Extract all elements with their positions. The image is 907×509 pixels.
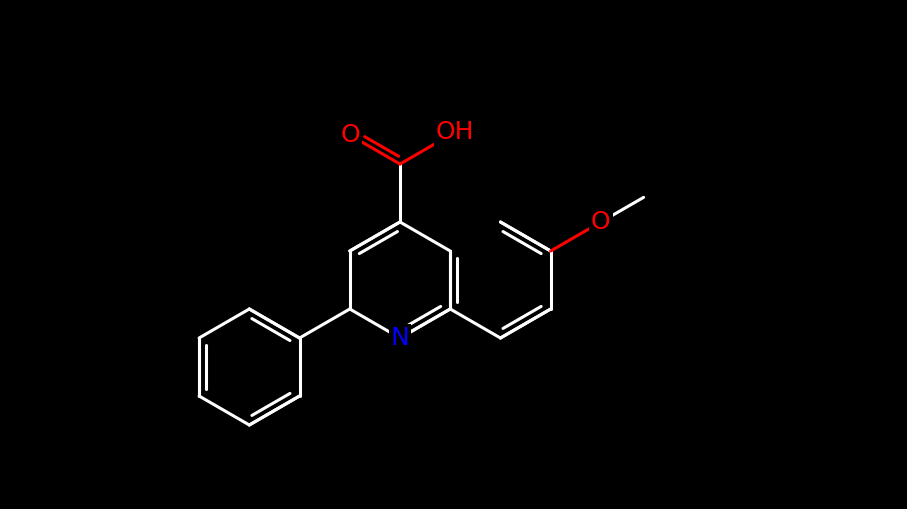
Text: O: O bbox=[591, 210, 610, 234]
Text: OH: OH bbox=[435, 120, 474, 145]
Text: O: O bbox=[340, 123, 360, 147]
Text: N: N bbox=[391, 326, 409, 350]
